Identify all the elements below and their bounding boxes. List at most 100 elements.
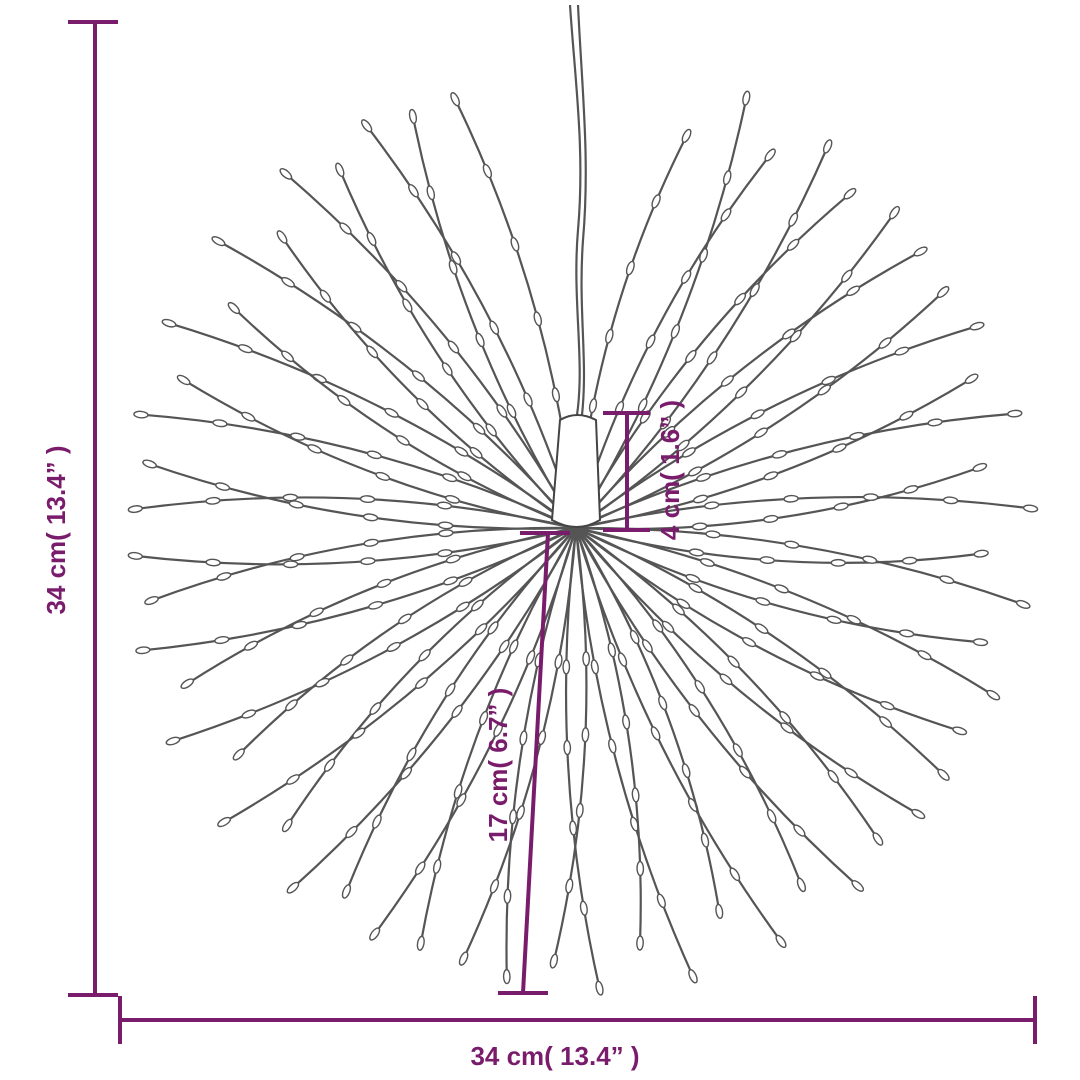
bulb	[368, 600, 384, 610]
bulb	[676, 598, 691, 610]
strand	[142, 527, 577, 652]
bulb	[276, 230, 288, 244]
bulb	[315, 677, 330, 688]
bulb	[551, 387, 561, 403]
strand	[575, 412, 1015, 530]
bulb	[754, 427, 768, 439]
bulb	[939, 575, 955, 585]
bulb	[285, 699, 298, 712]
bulb	[510, 236, 520, 252]
bulb	[706, 351, 718, 365]
light-strands	[127, 90, 1039, 996]
bulb	[720, 375, 734, 387]
bulb	[281, 350, 294, 363]
bulb	[496, 404, 508, 418]
bulb	[217, 816, 232, 828]
strand	[462, 527, 578, 960]
bulb	[406, 747, 417, 762]
bulb	[307, 444, 322, 454]
bulb	[749, 283, 760, 298]
bulb	[448, 259, 458, 275]
bulb	[754, 623, 769, 634]
bulb	[650, 726, 661, 741]
bulb	[437, 521, 454, 530]
bulb	[453, 784, 463, 799]
bulb	[817, 384, 832, 396]
strand	[140, 413, 577, 529]
bulb	[821, 375, 836, 386]
bulb	[688, 548, 705, 557]
bulb	[986, 689, 1001, 701]
bulb	[554, 653, 563, 670]
bulb	[479, 710, 489, 726]
bulb	[384, 407, 399, 418]
bulb	[309, 607, 324, 618]
strand	[574, 527, 642, 944]
bulb	[700, 832, 710, 848]
bulb	[456, 793, 467, 808]
bulb	[622, 714, 631, 730]
hub-dimension: 4 cm( 1.6” )	[603, 400, 685, 540]
bulb	[411, 370, 425, 382]
bulb	[636, 860, 645, 877]
bulb	[809, 671, 825, 681]
bulb	[588, 398, 598, 414]
bulb	[525, 650, 536, 665]
bulb	[607, 642, 617, 658]
bulb	[581, 727, 590, 743]
bulb	[727, 655, 740, 668]
bulb	[502, 968, 511, 985]
bulb	[841, 269, 853, 283]
bulb	[732, 743, 743, 758]
dimension-line	[521, 532, 550, 994]
bulb	[661, 620, 675, 633]
bulb	[444, 495, 460, 504]
bulb	[398, 613, 412, 625]
bulb	[472, 422, 486, 435]
bulb	[457, 471, 472, 482]
strand	[575, 211, 896, 529]
bulb	[826, 615, 842, 624]
bulb	[562, 659, 571, 675]
bulb	[493, 722, 504, 738]
bulb	[443, 576, 458, 586]
bulb	[127, 551, 143, 560]
bulb	[750, 409, 765, 420]
strand	[172, 527, 577, 743]
bulb	[366, 345, 379, 359]
bulb	[438, 529, 454, 538]
bulb	[450, 251, 462, 265]
bulb	[340, 654, 354, 666]
bulb	[605, 328, 614, 344]
bulb	[352, 727, 366, 739]
bulb	[863, 493, 879, 502]
bulb	[742, 637, 757, 648]
bulb	[952, 726, 968, 736]
bulb	[595, 980, 604, 996]
bulb	[763, 514, 779, 523]
bulb	[458, 951, 469, 966]
bulb	[359, 495, 376, 503]
bulb	[415, 677, 428, 689]
bulb	[822, 139, 833, 154]
bulb	[281, 818, 293, 833]
bulb	[144, 595, 159, 606]
bulb	[704, 501, 720, 510]
strand	[411, 116, 577, 529]
strand	[575, 526, 1024, 606]
bulb	[360, 557, 376, 566]
bulb	[281, 276, 295, 288]
bulb	[227, 301, 241, 315]
bulb	[161, 318, 177, 328]
bulb	[369, 702, 382, 715]
bulb	[475, 332, 485, 348]
bulb	[818, 667, 832, 679]
bulb	[416, 935, 425, 951]
bulb	[964, 373, 979, 384]
bulb	[693, 494, 708, 504]
bulb	[469, 446, 483, 459]
bulb	[849, 431, 865, 441]
strand	[183, 379, 577, 530]
bulb	[482, 163, 493, 179]
bulb	[447, 340, 460, 354]
